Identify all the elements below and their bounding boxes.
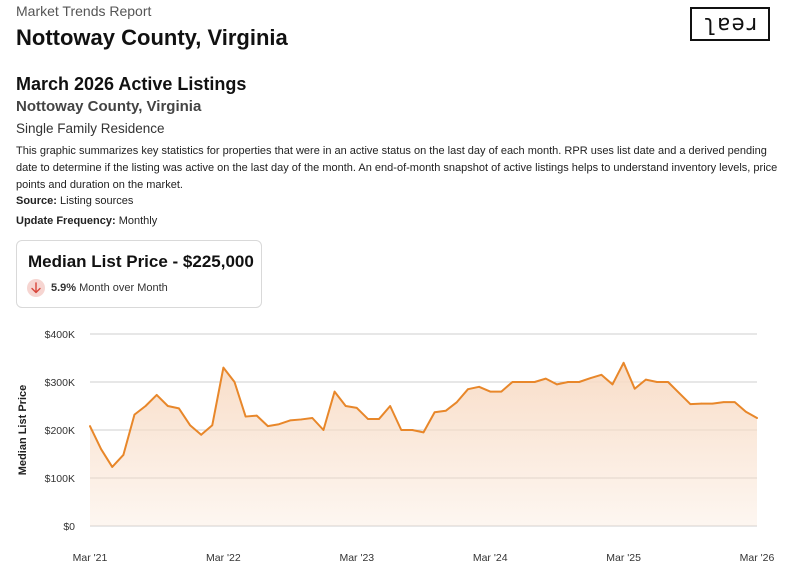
data-point (89, 425, 91, 427)
data-point (578, 381, 580, 383)
data-point (178, 407, 180, 410)
data-point (511, 381, 514, 383)
data-point (622, 362, 625, 364)
data-point (122, 454, 125, 456)
data-point (711, 402, 714, 405)
section-title: March 2026 Active Listings (16, 74, 247, 94)
x-tick-label: Mar '25 (606, 552, 641, 564)
frequency-line: Update Frequency: Monthly (16, 215, 157, 227)
county-title: Nottoway County, Virginia (16, 25, 288, 50)
brand-logo: real (690, 7, 770, 41)
data-point (155, 394, 158, 396)
data-point (745, 410, 747, 413)
x-tick-label: Mar '21 (73, 552, 108, 564)
data-point (200, 434, 202, 436)
data-point (255, 414, 258, 417)
data-point (244, 415, 247, 418)
data-point (611, 383, 614, 386)
data-point (267, 425, 269, 427)
data-point (633, 387, 636, 390)
x-tick-label: Mar '22 (206, 552, 241, 564)
data-point (489, 390, 492, 393)
report-label: Market Trends Report (16, 3, 152, 19)
property-type: Single Family Residence (16, 121, 165, 136)
data-point (367, 418, 369, 420)
y-tick-label: $100K (45, 473, 75, 485)
data-point (378, 418, 380, 420)
x-tick-label: Mar '23 (339, 552, 374, 564)
frequency-value: Monthly (118, 215, 158, 227)
data-point (589, 377, 592, 379)
y-tick-label: $400K (45, 329, 75, 341)
data-point (544, 377, 547, 380)
data-point (433, 411, 436, 414)
data-point (700, 402, 703, 405)
data-point (567, 381, 569, 383)
data-point (411, 429, 414, 431)
data-point (478, 386, 480, 388)
source-value: Listing sources (60, 195, 134, 207)
data-point (500, 390, 503, 393)
y-tick-label: $0 (63, 521, 75, 533)
data-point (400, 429, 403, 431)
data-point (467, 388, 469, 390)
data-point (133, 413, 136, 416)
data-point (444, 410, 447, 412)
data-point (222, 366, 225, 369)
data-point (322, 429, 325, 431)
data-point (522, 381, 525, 383)
chart-labels: $0 $100K $200K $300K $400K Mar '21 Mar '22 Mar … (17, 329, 775, 564)
data-point (556, 383, 558, 386)
y-tick-label: $300K (45, 377, 75, 389)
data-point (333, 390, 336, 393)
data-point (311, 417, 314, 419)
kpi-change: 5.9% Month over Month (51, 282, 168, 294)
data-point (289, 419, 291, 422)
data-point (456, 401, 458, 403)
data-point (667, 381, 669, 383)
y-tick-label: $200K (45, 425, 75, 437)
data-point (356, 407, 358, 409)
kpi-change-text: Month over Month (79, 282, 168, 294)
data-point (689, 403, 692, 405)
x-tick-label: Mar '24 (473, 552, 508, 564)
data-point (733, 401, 736, 403)
data-point (722, 401, 725, 403)
y-axis-title: Median List Price (17, 385, 29, 475)
data-point (600, 374, 603, 376)
data-point (678, 392, 680, 394)
data-point (233, 381, 236, 383)
data-point (278, 423, 280, 426)
data-point (300, 418, 303, 421)
description: This graphic summarizes key statistics f… (16, 145, 778, 191)
arrow-down-icon (27, 279, 45, 297)
frequency-label: Update Frequency: (16, 215, 116, 227)
data-point (422, 431, 425, 434)
data-point (533, 381, 536, 383)
data-point (645, 378, 647, 381)
section-subtitle: Nottoway County, Virginia (16, 98, 202, 115)
source-line: Source: Listing sources (16, 195, 133, 207)
kpi-change-pct: 5.9% (51, 282, 77, 294)
data-point (144, 405, 147, 407)
series-area-fill (90, 362, 757, 526)
x-tick-label: Mar '26 (740, 552, 775, 564)
median-list-price-chart: $0 $100K $200K $300K $400K Mar '21 Mar '22 Mar … (17, 329, 775, 564)
data-point (389, 405, 391, 407)
data-point (189, 424, 191, 426)
data-point (656, 381, 658, 383)
arrow-down-icon-svg (31, 282, 41, 294)
source-label: Source: (16, 195, 57, 207)
data-point (211, 424, 214, 426)
data-point (756, 417, 758, 419)
data-point (344, 405, 347, 407)
data-point (100, 448, 102, 450)
chart-area-layer (89, 361, 758, 526)
data-point (167, 405, 169, 407)
data-point (111, 466, 114, 468)
kpi-card: Median List Price - $225,000 5.9% Month … (16, 240, 262, 308)
brand-logo-text: real (701, 11, 759, 37)
kpi-title: Median List Price - $225,000 (28, 252, 254, 271)
